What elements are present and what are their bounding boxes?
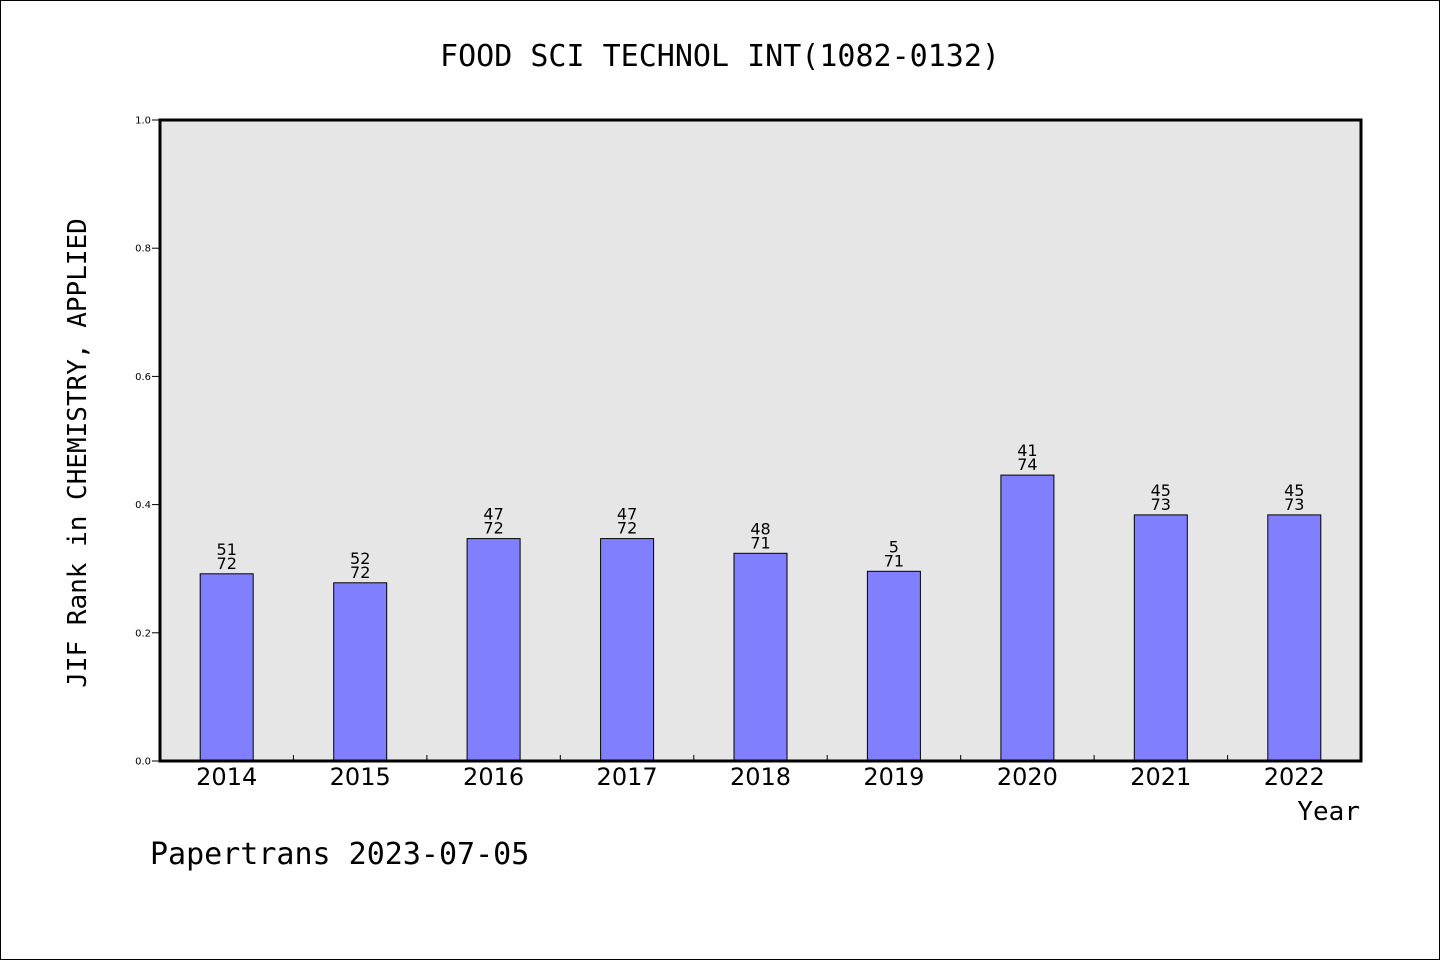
plot-border [158, 118, 1363, 763]
bar-label-rank-2019: 5 [889, 537, 899, 556]
y-tick-label-0.2: 0.2 [135, 628, 151, 639]
bar-label-rank-2020: 41 [1017, 441, 1037, 460]
bar-2020 [1000, 474, 1055, 762]
bar-label-rank-2021: 45 [1151, 481, 1171, 500]
bar-label-total-2017: 72 [617, 519, 637, 538]
bar-label-total-2018: 71 [750, 533, 770, 552]
bar-label-total-2014: 72 [217, 554, 237, 573]
bar-2015 [333, 582, 388, 762]
y-tick-label-0.0: 0.0 [135, 757, 151, 768]
bar-2019 [866, 570, 921, 762]
bar-2016 [466, 538, 521, 762]
x-tick-label-2018: 2018 [730, 763, 791, 791]
bar-label-rank-2017: 47 [617, 505, 637, 524]
x-tick-label-2020: 2020 [997, 763, 1058, 791]
y-axis-label: JIF Rank in CHEMISTRY, APPLIED [63, 218, 93, 688]
bar-label-rank-2016: 47 [483, 505, 503, 524]
footer-watermark: Papertrans 2023-07-05 [150, 837, 529, 872]
bar-2022 [1267, 514, 1322, 762]
bar-label-rank-2014: 51 [217, 540, 237, 559]
bar-2017 [600, 538, 655, 762]
x-axis-label: Year [1297, 797, 1360, 827]
x-tick-label-2015: 2015 [330, 763, 391, 791]
y-tick-label-1.0: 1.0 [135, 116, 151, 127]
x-axis-ticks: 2014 2015 2016 2017 2018 2019 2020 2021 2022 [196, 755, 1325, 791]
bar-label-total-2021: 73 [1151, 495, 1171, 514]
bar-label-total-2019: 71 [884, 551, 904, 570]
x-tick-label-2014: 2014 [196, 763, 257, 791]
bar-label-total-2020: 74 [1017, 455, 1037, 474]
x-tick-label-2016: 2016 [463, 763, 524, 791]
x-tick-label-2022: 2022 [1264, 763, 1325, 791]
x-tick-label-2017: 2017 [597, 763, 658, 791]
y-tick-label-0.8: 0.8 [135, 244, 151, 255]
bar-label-rank-2022: 45 [1284, 481, 1304, 500]
x-tick-label-2019: 2019 [863, 763, 924, 791]
bar-2021 [1133, 514, 1188, 762]
y-tick-label-0.6: 0.6 [135, 372, 151, 383]
bar-2014 [199, 573, 254, 762]
x-tick-label-2021: 2021 [1130, 763, 1191, 791]
y-tick-label-0.4: 0.4 [135, 500, 151, 511]
bar-label-total-2015: 72 [350, 563, 370, 582]
chart-title: FOOD SCI TECHNOL INT(1082-0132) [440, 39, 1000, 74]
bar-2018 [733, 552, 788, 762]
bar-label-rank-2018: 48 [750, 519, 770, 538]
bars-layer [199, 474, 1322, 762]
bar-label-total-2022: 73 [1284, 495, 1304, 514]
bar-label-rank-2015: 52 [350, 549, 370, 568]
bar-label-total-2016: 72 [483, 519, 503, 538]
y-axis-ticks: 0.0 0.2 0.4 0.6 0.8 1.0 [135, 116, 160, 768]
